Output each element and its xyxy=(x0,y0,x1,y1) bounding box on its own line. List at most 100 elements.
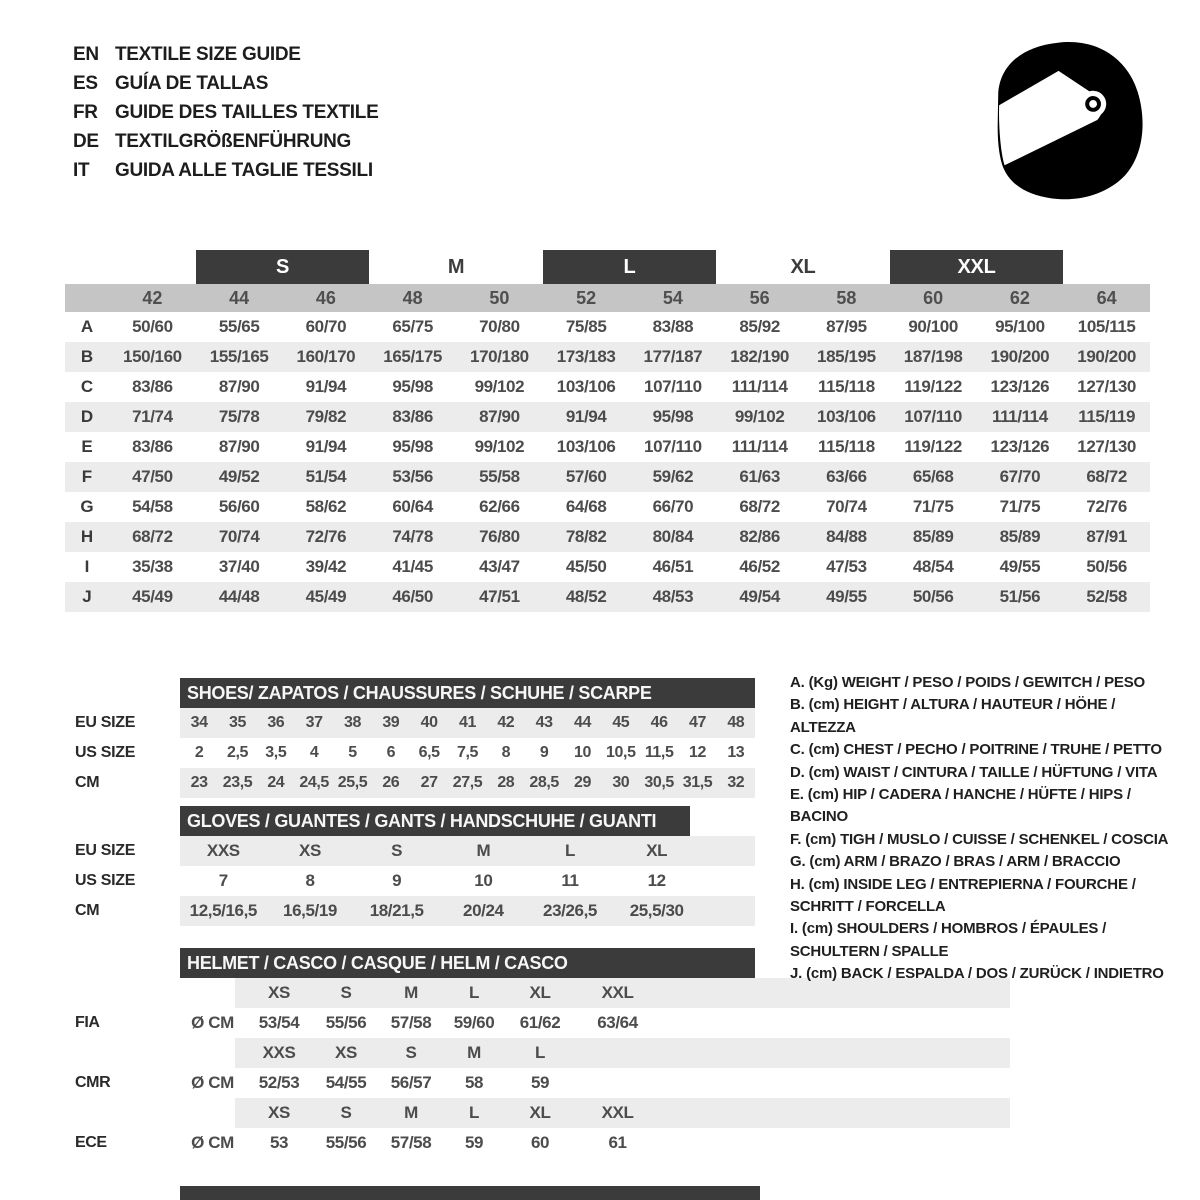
glove-size: 25,5/30 xyxy=(629,901,684,920)
size-value: 46/50 xyxy=(392,587,433,606)
size-value: 45/49 xyxy=(132,587,173,606)
helmet-size-label: XS xyxy=(268,1103,290,1122)
gloves-values: XXS XS S M L XL xyxy=(180,836,755,866)
size-value: 187/198 xyxy=(903,347,963,366)
gloves-grid: XXS XS S M L XL xyxy=(180,836,700,866)
size-value: 103/106 xyxy=(556,437,616,456)
row-label: US SIZE xyxy=(75,744,136,761)
size-value: 91/94 xyxy=(305,437,347,456)
shoe-size: 12 xyxy=(688,744,706,761)
size-table-row: B 150/160 155/165 160/170 165/175 170/180 173/… xyxy=(65,342,1150,372)
size-value: 47/50 xyxy=(132,467,173,486)
size-value: 75/85 xyxy=(565,317,607,336)
row-letter: J xyxy=(82,587,92,606)
shoe-size: 37 xyxy=(305,714,323,731)
glove-size: 18/21,5 xyxy=(369,901,424,920)
size-value: 48/53 xyxy=(652,587,694,606)
numeric-size: 52 xyxy=(576,287,597,308)
diameter-unit: Ø CM xyxy=(191,1133,234,1152)
size-value: 51/54 xyxy=(305,467,347,486)
shoe-size: 23,5 xyxy=(222,774,253,791)
size-value: 123/126 xyxy=(990,437,1050,456)
helmet-size-value: 55/56 xyxy=(325,1133,367,1152)
size-value: 111/114 xyxy=(731,437,788,456)
size-value: 83/86 xyxy=(132,437,173,456)
row-letter: E xyxy=(81,437,93,456)
size-value: 71/75 xyxy=(999,497,1041,516)
shoe-size: 6 xyxy=(386,744,396,761)
shoe-size: 9 xyxy=(539,744,549,761)
gloves-rows: EU SIZE XXS XS S M L XL US SIZE 7 8 9 10 11 12 CM 12,5/… xyxy=(65,836,1150,926)
size-value: 95/98 xyxy=(392,437,433,456)
size-value: 70/74 xyxy=(826,497,867,516)
shoe-size: 34 xyxy=(190,714,208,731)
size-value: 115/118 xyxy=(817,437,875,456)
size-value: 60/64 xyxy=(392,497,433,516)
shoe-size: 32 xyxy=(727,774,745,791)
size-value: 65/68 xyxy=(912,467,954,486)
legend-item: A. (Kg) WEIGHT / PESO / POIDS / GEWITCH … xyxy=(790,674,1145,691)
size-value: 52/58 xyxy=(1086,587,1127,606)
helmet-size-label: S xyxy=(405,1043,417,1062)
size-value: 95/98 xyxy=(392,377,433,396)
size-value: 45/49 xyxy=(305,587,347,606)
size-table-row: J 45/49 44/48 45/49 46/50 47/51 48/52 48/53 49/5… xyxy=(65,582,1150,612)
shoe-size: 47 xyxy=(688,714,706,731)
shoe-size: 11,5 xyxy=(644,744,674,761)
size-value: 47/51 xyxy=(479,587,520,606)
row-label: EU SIZE xyxy=(75,714,136,731)
shoe-size: 27,5 xyxy=(452,774,483,791)
size-value: 87/90 xyxy=(218,377,260,396)
size-value: 46/51 xyxy=(652,557,694,576)
language-row: EN TEXTILE SIZE GUIDE xyxy=(73,40,378,69)
gloves-row: CM 12,5/16,5 16,5/19 18/21,5 20/24 23/26,5 25,… xyxy=(65,896,1150,926)
shoe-size: 48 xyxy=(727,714,745,731)
helmet-size-value: 52/53 xyxy=(258,1073,300,1092)
shoe-size: 3,5 xyxy=(265,744,287,761)
shoe-size: 7,5 xyxy=(456,744,479,761)
helmet-size-header-row: XS S M L XL XXL xyxy=(65,978,1150,1008)
size-value: 64/68 xyxy=(565,497,607,516)
helmet-value-row: FIA Ø CM 53/54 55/56 57/58 59/60 61/62 63/64 xyxy=(65,1008,1150,1038)
size-value: 79/82 xyxy=(305,407,347,426)
size-value: 80/84 xyxy=(652,527,694,546)
size-value: 60/70 xyxy=(305,317,347,336)
size-value: 39/42 xyxy=(305,557,347,576)
shoes-section: SHOES/ ZAPATOS / CHAUSSURES / SCHUHE / S… xyxy=(65,678,1150,798)
standard-label: CMR xyxy=(75,1074,111,1091)
glove-size: 16,5/19 xyxy=(283,901,337,920)
size-value: 95/100 xyxy=(995,317,1045,336)
size-value: 111/114 xyxy=(731,377,788,396)
size-value: 49/54 xyxy=(739,587,780,606)
size-group-xl: XL xyxy=(790,255,816,278)
shoes-values: 23 23,5 24 24,5 25,5 26 27 27,5 28 28,5 29 30 30,5 31… xyxy=(180,768,755,798)
shoes-values: 34 35 36 37 38 39 40 41 42 43 44 45 46 47 48 xyxy=(180,708,755,738)
glove-size: 11 xyxy=(561,871,579,890)
helmet-size-label: L xyxy=(535,1043,545,1062)
helmet-size-header-row: XS S M L XL XXL xyxy=(65,1098,1150,1128)
size-table-row: C 83/86 87/90 91/94 95/98 99/102 103/106 107/11… xyxy=(65,372,1150,402)
size-value: 65/75 xyxy=(392,317,433,336)
helmet-size-label: S xyxy=(340,983,352,1002)
helmet-size-value: 61 xyxy=(608,1133,627,1152)
size-value: 71/75 xyxy=(912,497,954,516)
glove-size: S xyxy=(391,841,403,860)
size-value: 68/72 xyxy=(132,527,173,546)
helmet-size-value: 56/57 xyxy=(390,1073,432,1092)
legend-item: J. (cm) BACK / ESPALDA / DOS / ZURÜCK / … xyxy=(790,965,1164,983)
legend-item: G. (cm) ARM / BRAZO / BRAS / ARM / BRACC… xyxy=(790,853,1121,871)
size-value: 74/78 xyxy=(392,527,433,546)
size-value: 87/95 xyxy=(826,317,867,336)
helmet-title-bar: HELMET / CASCO / CASQUE / HELM / CASCO xyxy=(180,948,755,978)
size-value: 87/90 xyxy=(218,437,260,456)
shoe-size: 2 xyxy=(194,744,204,761)
size-value: 90/100 xyxy=(908,317,958,336)
shoes-values: 2 2,5 3,5 4 5 6 6,5 7,5 8 9 10 10,5 11,5 12 13 xyxy=(180,738,755,768)
numeric-size: 50 xyxy=(489,287,510,308)
shoe-size: 28 xyxy=(497,774,515,791)
helmet-size-label: M xyxy=(404,1103,418,1122)
language-list: EN TEXTILE SIZE GUIDE ES GUÍA DE TALLAS FR GU… xyxy=(73,40,379,185)
size-value: 87/90 xyxy=(479,407,520,426)
diameter-unit: Ø CM xyxy=(191,1013,234,1032)
helmet-size-value: 60 xyxy=(530,1133,550,1152)
